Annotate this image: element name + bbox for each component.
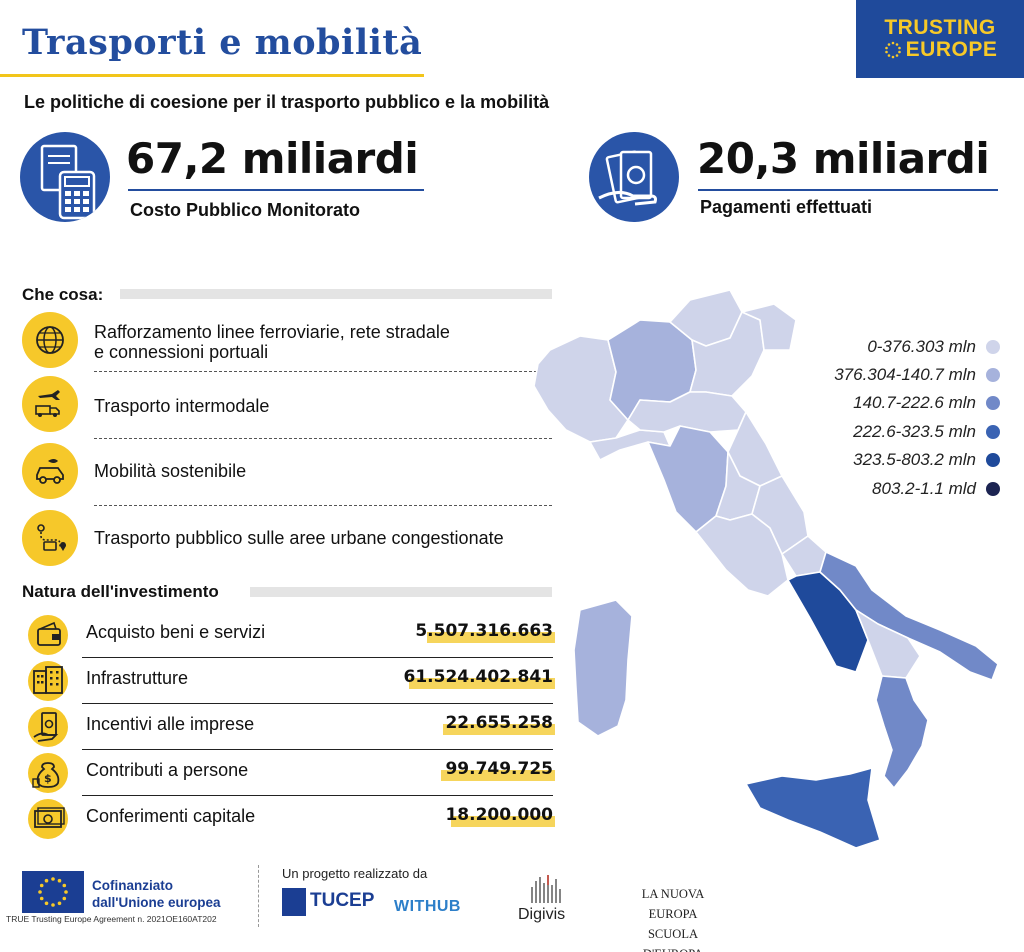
cofinanced-text: Cofinanziato dall'Unione europea (92, 878, 221, 910)
value-highlight (427, 632, 555, 643)
legend-swatch (986, 340, 1000, 354)
what-heading-bar (120, 289, 552, 299)
title-underline (0, 74, 424, 77)
investment-value: 5.507.316.663 (415, 621, 553, 641)
investment-value: 99.749.725 (445, 759, 553, 779)
eu-stars-icon (884, 41, 901, 59)
legend-item: 222.6-323.5 mln (853, 422, 1000, 442)
legend-item: 803.2-1.1 mld (872, 479, 1000, 499)
legend-swatch (986, 482, 1000, 496)
table-row: Infrastrutture 61.524.402.841 (22, 658, 555, 704)
table-row: Incentivi alle imprese 22.655.258 (22, 704, 555, 750)
legend-item: 323.5-803.2 mln (853, 450, 1000, 470)
agreement-text: TRUE Trusting Europe Agreement n. 2021OE… (6, 914, 217, 924)
list-item: Mobilità sostenibile (22, 443, 552, 503)
trusting-europe-logo: TRUSTING EUROPE (856, 0, 1024, 78)
value-highlight (451, 816, 555, 827)
investment-heading-bar (250, 587, 552, 597)
divider (94, 371, 552, 372)
what-label-4: Trasporto pubblico sulle aree urbane con… (94, 528, 504, 548)
kpi-cost-label: Costo Pubblico Monitorato (130, 200, 360, 220)
cash-stack-icon (28, 799, 68, 839)
list-item: Trasporto intermodale (22, 376, 552, 436)
what-heading: Che cosa: (22, 285, 104, 304)
plane-ship-truck-icon (22, 376, 78, 432)
divider (82, 657, 553, 658)
region-calabria (875, 675, 929, 789)
withub-logo: WITHUB (394, 898, 461, 915)
legend-swatch (986, 396, 1000, 410)
kpi-cost-value: 67,2 miliardi (126, 134, 419, 183)
legend-item: 0-376.303 mln (867, 337, 1000, 357)
kpi-payments-value: 20,3 miliardi (697, 134, 990, 183)
globe-network-icon (22, 312, 78, 368)
what-label-2: Trasporto intermodale (94, 396, 270, 416)
divider (94, 505, 552, 506)
investment-label: Infrastrutture (86, 668, 189, 688)
legend-swatch (986, 453, 1000, 467)
eco-car-icon (22, 443, 78, 499)
investment-heading: Natura dell'investimento (22, 582, 219, 601)
value-highlight (443, 724, 555, 735)
kpi-cost-underline (128, 189, 424, 191)
buildings-icon (28, 661, 68, 701)
investment-label: Acquisto beni e servizi (86, 622, 266, 642)
table-row: Conferimenti capitale 18.200.000 (22, 796, 555, 842)
tucep-logo: TUCEP (282, 886, 374, 924)
list-item: Rafforzamento linee ferroviarie, rete st… (22, 312, 552, 372)
la-nuova-europa-logo: LA NUOVA EUROPA SCUOLA D'EUROPA (641, 887, 705, 952)
divider (258, 865, 259, 927)
region-sardegna (573, 599, 633, 737)
brand-line1: TRUSTING (884, 16, 996, 39)
value-highlight (409, 678, 555, 689)
investment-value: 61.524.402.841 (403, 667, 554, 687)
region-sicilia (745, 767, 881, 849)
table-row: $ Contributi a persone 99.749.725 (22, 750, 555, 796)
divider (82, 795, 553, 796)
subtitle: Le politiche di coesione per il trasport… (24, 92, 550, 112)
kpi-payments-label: Pagamenti effettuati (700, 197, 873, 217)
banknotes-hand-icon (589, 132, 679, 222)
money-bag-icon: $ (28, 753, 68, 793)
region-basilicata (855, 609, 921, 679)
kpi-payments-underline (698, 189, 998, 191)
what-label-1: Rafforzamento linee ferroviarie, rete st… (94, 322, 450, 362)
eu-flag-logo (22, 871, 84, 913)
investment-label: Contributi a persone (86, 760, 249, 780)
investment-value: 22.655.258 (445, 713, 553, 733)
table-row: Acquisto beni e servizi 5.507.316.663 (22, 612, 555, 658)
wallet-icon (28, 615, 68, 655)
banknote-hand-icon (28, 707, 68, 747)
region-friuli (741, 303, 797, 351)
brand-line2: EUROPE (883, 39, 998, 61)
what-label-3: Mobilità sostenibile (94, 461, 247, 481)
calculator-document-icon (20, 132, 110, 222)
project-text: Un progetto realizzato da (282, 866, 428, 881)
value-highlight (441, 770, 555, 781)
investment-value: 18.200.000 (445, 805, 553, 825)
italy-choropleth-map (533, 289, 999, 849)
legend-swatch (986, 368, 1000, 382)
legend-item: 376.304-140.7 mln (834, 365, 1000, 385)
route-bus-icon (22, 510, 78, 566)
list-item: Trasporto pubblico sulle aree urbane con… (22, 510, 552, 570)
digivis-logo-mark (531, 875, 561, 903)
digivis-logo: Digivis (518, 906, 566, 923)
region-puglia (819, 551, 999, 681)
divider (94, 438, 552, 439)
region-veneto (689, 311, 765, 397)
legend-swatch (986, 425, 1000, 439)
svg-text:$: $ (44, 772, 52, 785)
divider (82, 749, 553, 750)
legend-item: 140.7-222.6 mln (853, 393, 1000, 413)
investment-label: Incentivi alle imprese (86, 714, 255, 734)
investment-label: Conferimenti capitale (86, 806, 256, 826)
page-title: Trasporti e mobilità (22, 22, 423, 63)
divider (82, 703, 553, 704)
